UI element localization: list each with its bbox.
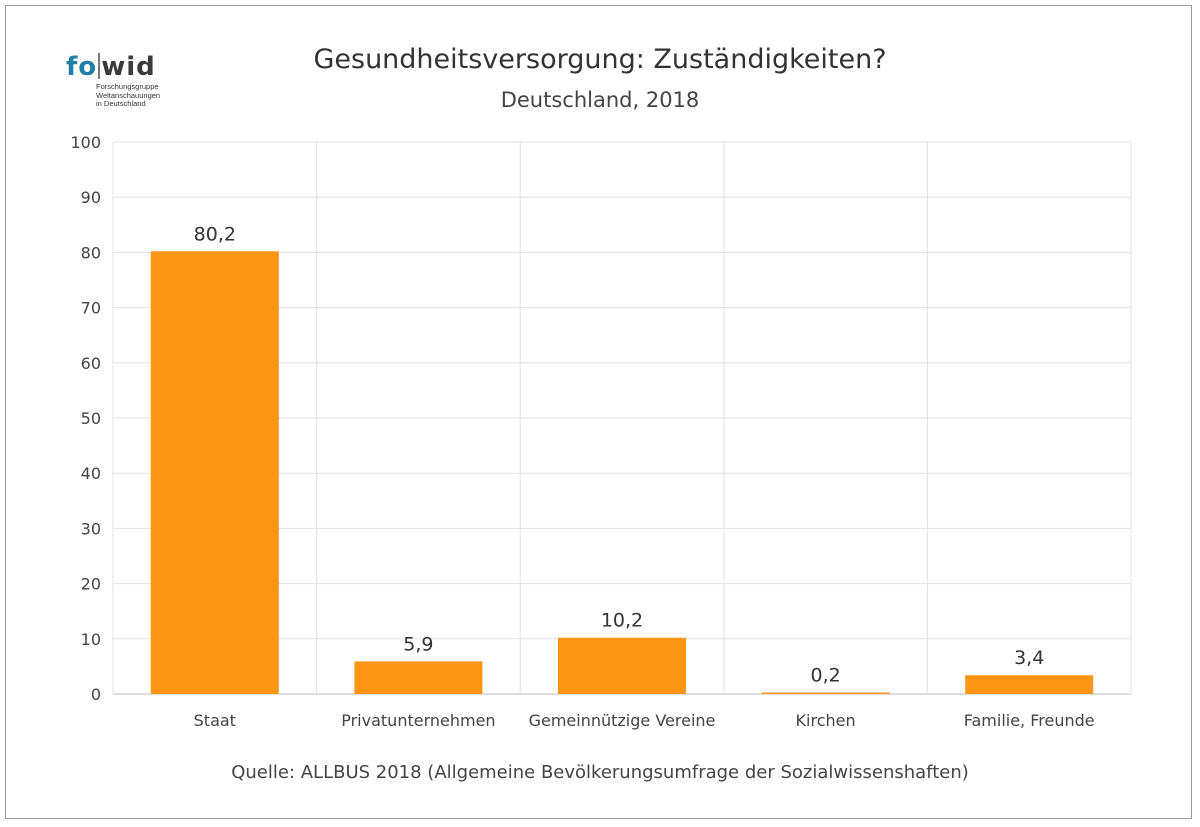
y-tick-label-100: 100 xyxy=(70,133,101,152)
logo-caption: Forschungsgruppe Weltanschauungen in Deu… xyxy=(96,82,161,109)
y-tick-label-10: 10 xyxy=(81,630,101,649)
bar-4 xyxy=(761,692,890,694)
data-label-4: 0,2 xyxy=(810,665,840,687)
y-tick-label-60: 60 xyxy=(81,354,101,373)
data-label-2: 5,9 xyxy=(403,633,433,655)
y-tick-label-50: 50 xyxy=(81,409,101,428)
chart-title: Gesundheitsversorgung: Zuständigkeiten? xyxy=(313,44,887,75)
category-label-4: Kirchen xyxy=(796,711,856,730)
source-note: Quelle: ALLBUS 2018 (Allgemeine Bevölker… xyxy=(231,762,969,783)
category-label-2: Privatunternehmen xyxy=(341,711,495,730)
bar-5 xyxy=(965,675,1094,694)
y-tick-label-20: 20 xyxy=(81,575,101,594)
y-tick-label-40: 40 xyxy=(81,464,101,483)
category-label-1: Staat xyxy=(194,711,236,730)
bar-2 xyxy=(354,661,483,694)
data-label-3: 10,2 xyxy=(601,610,643,632)
logo-mark-fo: fo xyxy=(66,52,98,82)
logo-caption-line-1: Forschungsgruppe xyxy=(96,82,159,91)
chart-subtitle: Deutschland, 2018 xyxy=(500,88,700,112)
fowid-logo: fo wid Forschungsgruppe Weltanschauungen … xyxy=(66,52,176,114)
category-label-5: Familie, Freunde xyxy=(964,711,1095,730)
y-tick-label-80: 80 xyxy=(81,243,101,262)
category-label-3: Gemeinnützige Vereine xyxy=(529,711,716,730)
y-tick-label-30: 30 xyxy=(81,519,101,538)
logo-mark-wid: wid xyxy=(101,52,156,82)
y-tick-label-0: 0 xyxy=(91,685,101,704)
logo-caption-line-2: Weltanschauungen xyxy=(96,90,161,100)
logo-mark: fo wid xyxy=(66,52,156,82)
data-label-1: 80,2 xyxy=(194,223,236,245)
bar-1 xyxy=(150,251,279,694)
data-label-5: 3,4 xyxy=(1014,647,1044,669)
bar-3 xyxy=(558,637,686,694)
y-tick-label-90: 90 xyxy=(81,188,101,207)
y-tick-label-70: 70 xyxy=(81,299,101,318)
logo-caption-line-3: in Deutschland xyxy=(96,99,146,108)
